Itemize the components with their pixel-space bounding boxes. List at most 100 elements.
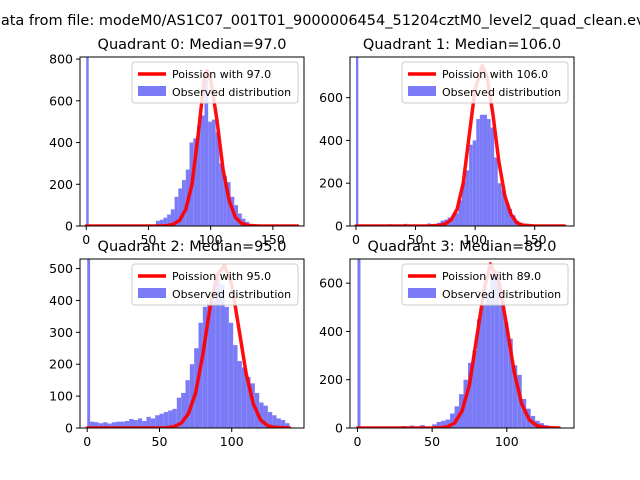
histogram-bar (445, 419, 451, 428)
histogram-bar (172, 408, 177, 428)
legend-label: Poission with 89.0 (442, 270, 541, 283)
histogram-bar (111, 422, 117, 428)
histogram-bar (487, 119, 491, 226)
poisson-line (84, 68, 300, 226)
histogram-bar (503, 321, 509, 428)
legend-label: Poission with 106.0 (442, 68, 548, 81)
x-tick-label: 0 (353, 434, 361, 449)
x-tick-label: 0 (83, 434, 91, 449)
legend-label: Observed distribution (172, 86, 291, 99)
histogram-bar (472, 350, 477, 428)
histogram-bar (211, 119, 216, 226)
y-tick-label: 400 (319, 133, 343, 148)
histogram-bar (233, 345, 238, 428)
histogram-bar (504, 202, 509, 226)
x-tick-label: 100 (495, 434, 519, 449)
histogram-bar (451, 215, 455, 226)
y-tick-label: 600 (319, 276, 343, 291)
poisson-line (85, 263, 292, 428)
histogram-bar (94, 422, 99, 428)
histogram-bar (103, 422, 108, 428)
histogram-bar (207, 303, 212, 428)
histogram-bar (462, 181, 466, 226)
histogram-bar (436, 421, 442, 428)
histogram-bar (204, 79, 209, 226)
poisson-line (354, 63, 567, 226)
axes-frame (349, 56, 575, 227)
y-tick-label: 200 (49, 177, 73, 192)
y-tick-label: 300 (49, 325, 73, 340)
histogram-bar (228, 322, 234, 428)
y-tick-label: 0 (65, 421, 73, 436)
y-tick-label: 200 (319, 176, 343, 191)
histogram-bar (185, 380, 190, 428)
legend-label: Poission with 97.0 (172, 68, 271, 81)
y-tick-label: 100 (49, 389, 73, 404)
legend-box (131, 263, 299, 306)
legend-patch-swatch (408, 288, 436, 298)
histogram-bar (224, 306, 229, 428)
y-tick-label: 500 (49, 261, 73, 276)
histogram-bar (476, 319, 482, 428)
histogram-bar (454, 213, 459, 226)
y-tick-label: 400 (49, 293, 73, 308)
histogram-bar (472, 140, 477, 226)
histogram-bar (182, 180, 186, 226)
legend-patch-swatch (138, 86, 166, 96)
legend-patch-swatch (408, 86, 436, 96)
x-tick-label: 50 (140, 232, 156, 247)
histogram-bar (280, 420, 286, 428)
histogram-bar (196, 125, 201, 226)
legend: Poission with 95.0 Observed distribution (131, 263, 299, 306)
subplot-title: Quadrant 1: Median=106.0 (363, 37, 561, 53)
histogram-bar (483, 114, 488, 226)
y-tick-label: 0 (335, 219, 343, 234)
x-tick-label: 100 (220, 434, 244, 449)
histogram-bar (181, 392, 186, 428)
y-tick-label: 600 (319, 90, 343, 105)
histogram-bar (170, 209, 175, 226)
histogram-bar (485, 292, 491, 428)
histogram-bar (150, 418, 156, 428)
subplot-quadrant-2: Quadrant 2: Median=95.0 0 50 100 0 100 200 300 4… (49, 239, 305, 449)
histogram-bar (494, 157, 498, 226)
subplot-quadrant-0: Quadrant 0: Median=97.0 0 50 100 150 0 200 400 6… (49, 37, 305, 247)
histogram-bar (355, 57, 359, 226)
x-tick-label: 0 (82, 232, 90, 247)
histogram-bar (86, 57, 89, 226)
histogram-bar (357, 259, 361, 428)
legend-label: Observed distribution (442, 288, 561, 301)
histogram-bar (163, 217, 168, 226)
histogram-bar (215, 132, 220, 226)
x-tick-label: 0 (352, 232, 360, 247)
histogram-bar (246, 376, 251, 428)
y-tick-label: 800 (49, 52, 73, 67)
x-tick-label: 50 (408, 232, 424, 247)
x-tick-label: 100 (463, 232, 487, 247)
y-tick-label: 600 (49, 93, 73, 108)
axes-frame (79, 56, 305, 227)
subplot-title: Quadrant 3: Median=89.0 (368, 239, 557, 255)
plot-area (85, 259, 292, 428)
poisson-line (355, 262, 561, 428)
histogram-bar (285, 423, 290, 428)
x-tick-label: 150 (261, 232, 285, 247)
histogram-bar (521, 399, 527, 428)
histogram-bar (259, 402, 264, 428)
histogram-bar (501, 189, 505, 226)
histogram-bar (174, 196, 179, 226)
histogram-bar (237, 361, 242, 428)
histogram-bar (133, 420, 138, 428)
histogram-bar (220, 284, 225, 428)
histogram-bar (497, 183, 502, 226)
histogram-bar (142, 420, 147, 428)
histogram-bar (215, 278, 221, 428)
histogram-bar (467, 362, 473, 428)
histogram-bar (211, 300, 216, 428)
histogram-bar (241, 367, 247, 428)
histogram-bar (508, 338, 513, 428)
figure-suptitle: Data from file: modeM0/AS1C07_001T01_900… (0, 13, 640, 29)
legend-patch-swatch (138, 288, 166, 298)
histogram-bar (458, 200, 462, 226)
